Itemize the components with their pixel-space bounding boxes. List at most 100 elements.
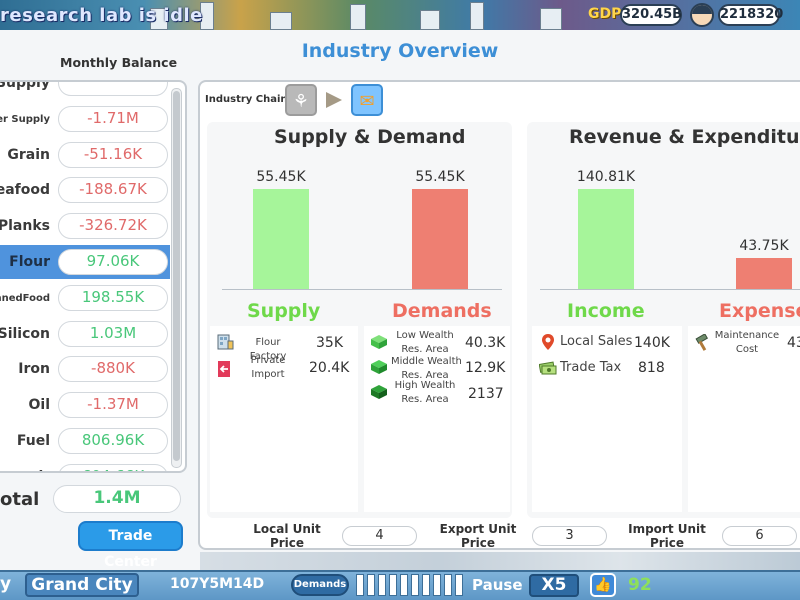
demand-meter-cell [389,574,397,596]
demand-meter-cell [400,574,408,596]
city-prefix-label: y [0,574,12,594]
income-detail-box [532,326,682,512]
game-date: 107Y5M14D [170,576,265,592]
grain-icon[interactable]: ⚘ [285,84,317,116]
thumbs-up-icon[interactable]: 👍 [590,573,616,597]
page-title: Industry Overview [301,40,499,62]
city-building [420,10,440,30]
city-backdrop-strip [200,552,800,570]
gdp-value[interactable]: 320.45B [620,4,682,26]
demand-meter-cell [356,574,364,596]
chart-baseline [540,289,800,290]
balance-row-value: -880K [58,356,168,383]
low-wealth-res-icon [371,335,387,349]
trade-center-button[interactable]: Trade Center [78,521,183,570]
revenue-expenditure-title: Revenue & Expenditure [569,126,800,148]
city-building [270,12,292,30]
city-building [200,2,214,30]
demands-label: Demands [392,300,492,322]
balance-row-it[interactable]: it 604.66K [0,460,170,471]
city-building [350,4,366,30]
balance-row-silicon[interactable]: Silicon 1.03M [0,317,170,351]
demand-meter-cell [422,574,430,596]
bar-demands[interactable] [412,188,468,289]
demand-item-name: Low Wealth Res. Area [396,330,454,355]
bar-income[interactable] [578,188,634,289]
industry-chain-label: Industry Chain [205,94,288,105]
balance-row-value: 806.96K [58,428,168,454]
approval-value: 92 [628,575,652,595]
expense-item-value: 43 [787,335,800,351]
total-label: otal [0,489,40,510]
local-unit-price-value: 4 [342,526,417,546]
balance-row-value: 604.66K [58,463,168,471]
demand-item-name: Middle Wealth Res. Area [391,356,462,381]
balance-row-value: 1.03M [58,320,168,347]
balance-row-label: Planks [0,218,50,235]
demand-item-value: 40.3K [465,335,506,351]
total-value: 1.4M [53,485,181,513]
city-building [150,8,168,30]
expense-detail-box [688,326,800,512]
notification-ticker[interactable]: research lab is idle [0,5,203,26]
balance-row-supply[interactable]: Supply [0,82,170,100]
supply-demand-title: Supply & Demand [274,126,466,148]
balance-row-value: 97.06K [58,249,168,275]
balance-row-label: eafood [0,182,50,199]
balance-row-fuel[interactable]: Fuel 806.96K [0,424,170,458]
chart-baseline [222,289,502,290]
balance-row-label: annedFood [0,292,50,304]
supply-label: Supply [247,300,321,322]
demand-meter-cell [367,574,375,596]
bar-expense[interactable] [736,257,792,289]
balance-row-flour[interactable]: Flour 97.06K [0,245,170,279]
pause-button[interactable]: Pause [472,576,523,594]
scrollbar-thumb[interactable] [173,91,180,461]
balance-row-value: -326.72K [58,213,168,240]
city-name-button[interactable]: Grand City [25,573,139,597]
demands-button[interactable]: Demands [291,574,349,596]
import-unit-price-label: Import Unit Price [628,522,706,550]
monthly-balance-title: Monthly Balance [60,55,178,70]
balance-row-grain[interactable]: Grain -51.16K [0,138,170,172]
income-item-value: 818 [638,360,665,376]
balance-row-annedfood[interactable]: annedFood 198.55K [0,281,170,315]
flour-icon[interactable]: ✉ [351,84,383,116]
balance-row-oil[interactable]: Oil -1.37M [0,388,170,422]
income-item-value: 140K [634,335,670,351]
balance-row-ater-supply[interactable]: ater Supply -1.71M [0,102,170,136]
import-icon [218,361,230,377]
demand-meter-cell [433,574,441,596]
balance-scrollbar[interactable] [171,88,182,468]
demand-meter[interactable] [356,574,464,596]
export-unit-price-value: 3 [532,526,607,546]
bar-supply[interactable] [253,188,309,289]
local-unit-price-label: Local Unit Price [253,522,321,550]
balance-row-value: 198.55K [58,284,168,311]
balance-row-eafood[interactable]: eafood -188.67K [0,173,170,207]
supply-item-name: Flour Factory [249,337,287,362]
balance-row-label: ater Supply [0,113,50,125]
speed-button[interactable]: X5 [529,574,579,597]
population-icon [690,3,714,27]
demand-item-value: 2137 [468,386,504,402]
location-pin-icon [542,334,554,350]
balance-row-value: -188.67K [58,177,168,204]
demand-detail-box [364,326,510,512]
chain-arrow-icon [326,92,342,108]
supply-item-value: 35K [316,335,343,351]
bar-value-label: 55.45K [256,168,306,185]
bar-value-label: 140.81K [576,168,636,185]
top-status-bar: research lab is idle GDP 320.45B 2218320 [0,0,800,30]
population-value[interactable]: 2218320 [718,4,783,26]
balance-row-label: Fuel [16,433,50,449]
balance-row-planks[interactable]: Planks -326.72K [0,209,170,243]
export-unit-price-label: Export Unit Price [439,522,517,550]
monthly-balance-panel: Supply ater Supply -1.71M Grain -51.16K eafoo… [0,80,187,473]
balance-row-label: Silicon [0,325,50,342]
balance-row-iron[interactable]: Iron -880K [0,352,170,386]
demand-item-value: 12.9K [465,360,506,376]
high-wealth-res-icon [371,385,387,399]
income-label: Income [567,300,645,322]
balance-row-label: Flour [9,254,50,270]
